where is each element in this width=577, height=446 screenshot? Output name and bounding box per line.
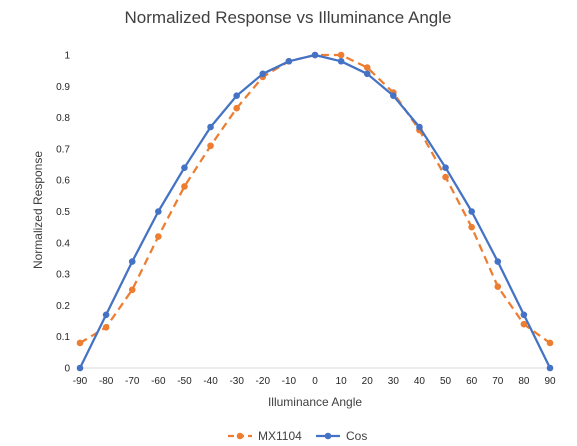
legend-marker-cos [324,432,332,440]
x-tick-label: 90 [544,376,556,387]
data-point-cos [311,51,319,59]
y-tick-label: 0.2 [56,301,70,312]
data-point-mx1104 [76,339,84,347]
data-point-cos [259,70,267,78]
data-point-cos [520,311,528,319]
x-axis-ticks: -90 -80 -70 -60 -50 -40 -30 -20 -10 0 10 20 30 40 50 60… [73,376,556,387]
data-point-cos [128,258,136,265]
x-tick-label: 50 [440,376,452,387]
data-point-cos [285,57,293,65]
x-tick-label: 60 [466,376,478,387]
data-point-cos [442,164,449,171]
data-point-cos [363,70,371,78]
data-point-cos [494,258,502,265]
x-tick-label: -30 [229,376,244,387]
y-tick-label: 0.1 [56,332,70,343]
data-point-mx1104 [207,142,214,150]
x-tick-label: 30 [388,376,400,387]
y-tick-label: 0.3 [56,270,70,281]
data-point-mx1104 [494,283,502,290]
data-point-cos [102,311,110,319]
data-point-cos [207,123,214,131]
data-point-cos [390,92,397,99]
series-line-cos [78,53,552,369]
y-tick-label: 0 [64,364,70,375]
y-tick-label: 0.6 [56,176,70,187]
y-tick-label: 0.9 [56,82,70,93]
data-point-mx1104 [233,104,240,112]
x-tick-label: 0 [312,376,318,387]
data-point-mx1104 [363,64,371,71]
y-axis-label: Normalized Response [31,151,45,269]
legend: MX1104 Cos [228,429,367,443]
data-point-cos [416,123,423,131]
x-tick-label: 10 [336,376,348,387]
y-tick-label: 0.4 [56,238,70,249]
data-point-cos [233,92,240,99]
x-tick-label: -70 [125,376,140,387]
x-tick-label: -10 [282,376,297,387]
data-point-mx1104 [337,51,345,59]
x-tick-label: 70 [492,376,504,387]
x-tick-label: -80 [99,376,114,387]
x-tick-label: 40 [414,376,426,387]
x-tick-label: 20 [362,376,374,387]
data-point-mx1104 [102,324,110,331]
series-line-mx1104 [79,53,551,344]
data-point-mx1104 [181,183,188,190]
x-tick-label: -20 [256,376,271,387]
y-tick-label: 0.5 [56,207,70,218]
y-tick-label: 0.7 [56,144,70,155]
legend-label-cos: Cos [346,429,367,443]
data-point-cos [546,364,554,372]
data-point-cos [337,57,345,65]
x-tick-label: -40 [203,376,218,387]
x-tick-label: 80 [518,376,530,387]
chart-title: Normalized Response vs Illuminance Angle [125,8,452,27]
data-point-mx1104 [468,223,475,231]
data-point-mx1104 [128,286,136,294]
data-point-mx1104 [442,173,449,181]
x-tick-label: -90 [73,376,88,387]
x-axis-label: Illuminance Angle [268,395,362,409]
data-point-mx1104 [546,339,554,347]
series-layer [76,51,554,372]
x-tick-label: -50 [177,376,192,387]
x-tick-label: -60 [151,376,166,387]
y-axis-ticks: 0 0.1 0.2 0.3 0.4 0.5 0.6 0.7 0.8 0.9 1 [56,51,70,375]
data-point-mx1104 [520,320,528,328]
data-point-mx1104 [155,233,162,240]
legend-marker-mx1104 [236,432,244,440]
data-point-cos [76,364,84,372]
y-tick-label: 1 [64,51,70,62]
data-point-cos [155,208,162,215]
y-tick-label: 0.8 [56,113,70,124]
legend-label-mx1104: MX1104 [258,429,302,443]
data-point-cos [468,208,475,215]
data-point-cos [181,164,188,171]
